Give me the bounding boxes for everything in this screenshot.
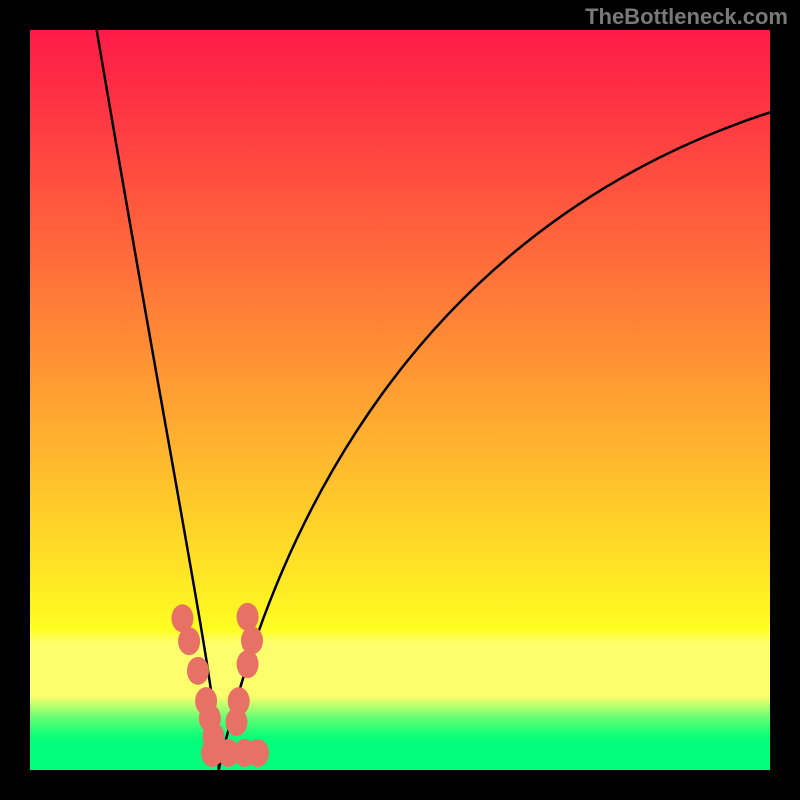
gradient-background <box>30 30 770 770</box>
data-marker <box>187 657 209 685</box>
data-marker <box>241 627 263 655</box>
data-marker <box>237 650 259 678</box>
data-marker <box>225 708 247 736</box>
chart-container: TheBottleneck.com <box>0 0 800 800</box>
data-marker <box>178 627 200 655</box>
bottleneck-chart <box>0 0 800 800</box>
watermark-text: TheBottleneck.com <box>585 4 788 30</box>
data-marker <box>247 739 269 767</box>
data-marker <box>237 603 259 631</box>
